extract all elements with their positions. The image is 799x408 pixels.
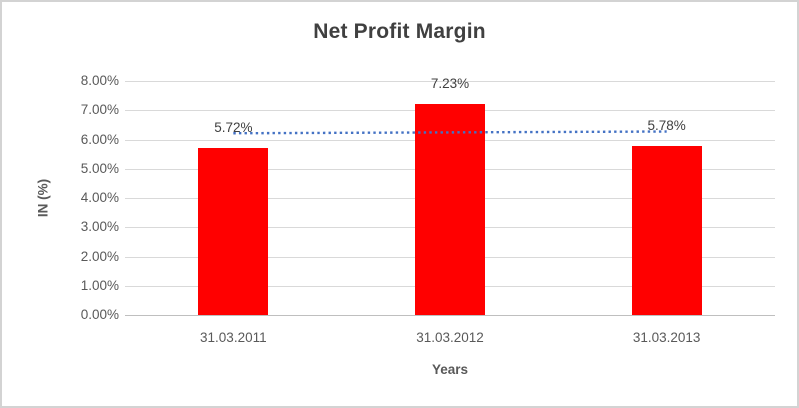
x-tick-label: 31.03.2012 [416,330,484,345]
chart-title: Net Profit Margin [313,20,486,43]
trendline-dotted-line [233,130,667,135]
gridline [125,81,775,82]
x-axis-title: Years [431,362,469,377]
x-tick-label: 31.03.2011 [200,330,267,345]
x-tick-label: 31.03.2013 [632,330,701,345]
data-label-31.03.2012: 7.23% [430,75,470,91]
y-tick-label: 3.00% [80,219,119,235]
x-axis-line [125,315,775,316]
plot-area: 5.72% 7.23% 5.78% [125,76,775,316]
data-label-31.03.2013: 5.78% [647,117,686,133]
y-tick-label: 7.00% [80,102,119,118]
data-label-31.03.2011: 5.72% [214,119,253,135]
y-tick-label: 8.00% [80,73,119,88]
y-tick-label: 0.00% [80,307,119,322]
bar-31.03.2013 [631,145,702,315]
bar-31.03.2011 [198,147,269,315]
y-tick-label: 1.00% [80,277,119,293]
y-tick-label: 5.00% [80,160,119,176]
trendline [233,130,667,135]
bar-31.03.2012 [415,103,485,315]
y-tick-label: 4.00% [80,190,119,205]
y-tick-label: 6.00% [80,131,119,147]
y-tick-label: 2.00% [80,248,119,264]
